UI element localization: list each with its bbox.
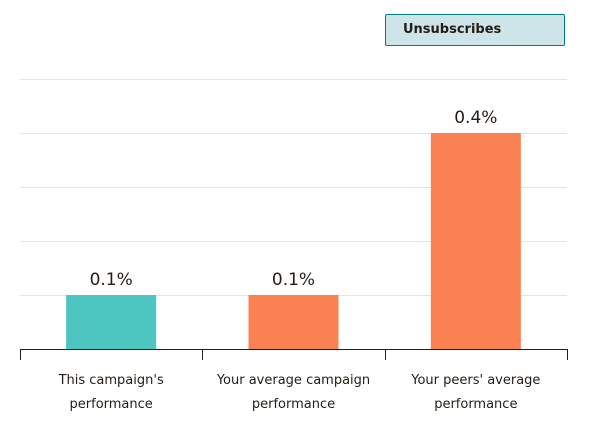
bar-3 [430, 133, 521, 349]
x-tick-label: performance [434, 397, 517, 412]
x-tick-label: Your peers' average [410, 373, 540, 388]
bar-value-label: 0.1% [272, 270, 315, 290]
bar-value-label: 0.1% [90, 270, 133, 290]
x-tick-label: performance [70, 397, 153, 412]
metric-selector-button[interactable]: Unsubscribes [385, 14, 565, 46]
x-tick-label: Your average campaign [216, 373, 370, 388]
x-tick-label: performance [252, 397, 335, 412]
x-tick-label: This campaign's [58, 373, 164, 388]
bar-1 [66, 295, 157, 349]
bar-2 [248, 295, 339, 349]
bar-value-label: 0.4% [454, 108, 497, 128]
